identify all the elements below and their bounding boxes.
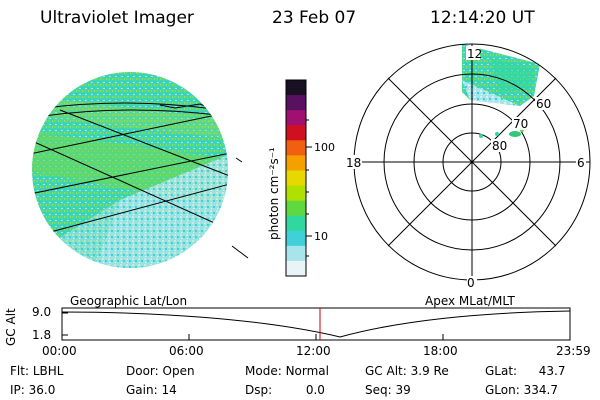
colorbar-tick-100: 100 (314, 141, 335, 154)
timeline-x-tick-0: 00:00 (42, 344, 77, 358)
status-dsp-value: 0.0 (305, 383, 325, 397)
colorbar-band (286, 140, 306, 156)
status-flt-value: LBHL (32, 364, 64, 378)
status-glon: GLon: 334.7 (485, 383, 558, 397)
status-door-label: Door: (126, 364, 159, 378)
colorbar-band (286, 170, 306, 187)
timeline-x-tick-1: 06:00 (169, 344, 204, 358)
status-glat-label: GLat: (485, 364, 518, 378)
colorbar-band (286, 80, 306, 96)
status-gcalt-label: GC Alt: (365, 364, 407, 378)
colorbar: 100 10 photon cm⁻²s⁻¹ (267, 79, 335, 277)
status-glat-value: 43.7 (538, 364, 566, 378)
status-seq: Seq: 39 (365, 383, 411, 397)
colorbar-band (286, 230, 306, 247)
altitude-timeline (61, 307, 571, 341)
status-ip-label: IP: (10, 383, 25, 397)
status-ip: IP: 36.0 (10, 383, 55, 397)
status-mode: Mode: Normal (245, 364, 329, 378)
status-door: Door: Open (126, 364, 195, 378)
colorbar-band (286, 245, 306, 262)
colorbar-band (286, 95, 306, 111)
status-gain-value: 14 (161, 383, 177, 397)
colorbar-band (286, 200, 306, 217)
status-flt: Flt: LBHL (10, 364, 63, 378)
orbit-altitude-curve (61, 310, 571, 338)
timeline-y-tick-high: 9.0 (32, 305, 52, 319)
colorbar-band (286, 125, 306, 141)
polar-plot: 12 18 6 0 60 70 80 (346, 43, 591, 290)
image-date: 23 Feb 07 (272, 8, 357, 28)
aurora-spot (509, 131, 521, 137)
status-glon-value: 334.7 (523, 383, 558, 397)
image-time: 12:14:20 UT (430, 8, 535, 28)
timeline-x-tick-4: 23:59 (556, 344, 591, 358)
status-glon-label: GLon: (485, 383, 520, 397)
status-ip-value: 36.0 (28, 383, 56, 397)
timeline-x-tick-3: 18:00 (423, 344, 458, 358)
status-gain: Gain: 14 (126, 383, 177, 397)
colorbar-band (286, 215, 306, 232)
colorbar-band (286, 155, 306, 171)
status-mode-label: Mode: (245, 364, 282, 378)
aurora-spot (479, 134, 483, 138)
left-panel-caption: Geographic Lat/Lon (70, 294, 188, 308)
instrument-title: Ultraviolet Imager (40, 8, 194, 28)
status-flt-label: Flt: (10, 364, 29, 378)
geographic-image (32, 72, 249, 268)
timeline-y-label: GC Alt (4, 308, 18, 346)
colorbar-unit-label: photon cm⁻²s⁻¹ (267, 147, 281, 240)
status-dsp: Dsp: 0.0 (245, 383, 325, 397)
right-panel-caption: Apex MLat/MLT (425, 294, 515, 308)
timeline-y-tick-low: 1.8 (32, 328, 52, 342)
colorbar-band (286, 110, 306, 126)
status-gcalt: GC Alt: 3.9 Re (365, 364, 449, 378)
status-gain-label: Gain: (126, 383, 158, 397)
aurora-spot (495, 132, 499, 136)
mlt-label-12: 12 (467, 47, 482, 61)
status-dsp-label: Dsp: (245, 383, 273, 397)
status-mode-value: Normal (285, 364, 329, 378)
mlat-label-60: 60 (536, 97, 551, 111)
mlat-label-80: 80 (492, 139, 507, 153)
status-door-value: Open (162, 364, 195, 378)
mlat-label-70: 70 (513, 117, 528, 131)
mlt-label-0: 0 (467, 276, 475, 290)
colorbar-band (286, 260, 306, 277)
timeline-x-tick-2: 12:00 (296, 344, 331, 358)
colorbar-band (286, 185, 306, 202)
mlt-label-6: 6 (577, 156, 585, 170)
colorbar-tick-10: 10 (314, 230, 328, 243)
status-seq-value: 39 (395, 383, 411, 397)
status-gcalt-value: 3.9 Re (410, 364, 449, 378)
status-glat: GLat: 43.7 (485, 364, 565, 378)
mlt-label-18: 18 (346, 156, 361, 170)
status-seq-label: Seq: (365, 383, 392, 397)
